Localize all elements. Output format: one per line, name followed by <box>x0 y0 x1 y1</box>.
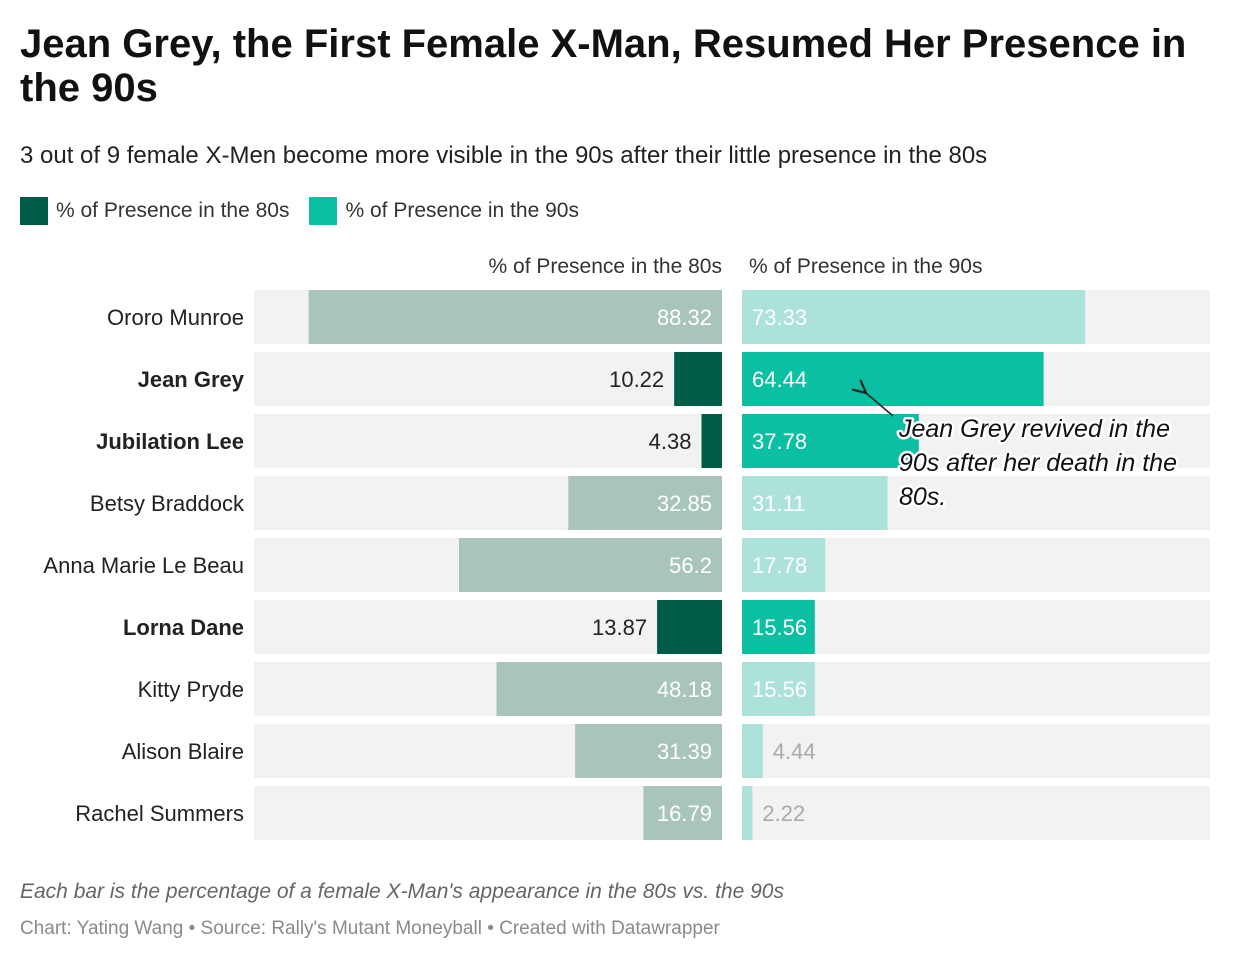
value-label-90s-lorna-dane: 15.56 <box>752 615 807 640</box>
bar-90s-jean-grey <box>742 352 1044 406</box>
value-label-80s-ororo-munroe: 88.32 <box>657 305 712 330</box>
value-label-80s-lorna-dane: 13.87 <box>592 615 647 640</box>
bar-80s-rachel-summers <box>643 786 722 840</box>
bar-80s-jean-grey <box>674 352 722 406</box>
row-label-rachel-summers: Rachel Summers <box>75 801 244 826</box>
value-label-90s-jean-grey: 64.44 <box>752 367 807 392</box>
value-label-80s-jubilation-lee: 4.38 <box>649 429 692 454</box>
value-label-90s-ororo-munroe: 73.33 <box>752 305 807 330</box>
bar-80s-lorna-dane <box>657 600 722 654</box>
value-label-80s-betsy-braddock: 32.85 <box>657 491 712 516</box>
annotation-arrow <box>866 393 894 417</box>
bar-80s-kitty-pryde <box>496 662 722 716</box>
bar-90s-lorna-dane <box>742 600 815 654</box>
value-label-80s-kitty-pryde: 48.18 <box>657 677 712 702</box>
row-label-alison-blaire: Alison Blaire <box>122 739 244 764</box>
track-90s-lorna-dane <box>742 600 1210 654</box>
bar-90s-rachel-summers <box>742 786 753 840</box>
value-label-80s-jean-grey: 10.22 <box>609 367 664 392</box>
chart-title: Jean Grey, the First Female X-Man, Resum… <box>20 22 1187 110</box>
value-label-80s-rachel-summers: 16.79 <box>657 801 712 826</box>
bar-80s-jubilation-lee <box>701 414 722 468</box>
legend-label-90s: % of Presence in the 90s <box>345 199 579 222</box>
value-label-90s-kitty-pryde: 15.56 <box>752 677 807 702</box>
value-label-80s-anna-marie-le-beau: 56.2 <box>669 553 712 578</box>
chart-notes: Each bar is the percentage of a female X… <box>20 880 784 903</box>
track-80s-jean-grey <box>254 352 722 406</box>
value-label-90s-rachel-summers: 2.22 <box>762 801 805 826</box>
value-label-90s-betsy-braddock: 31.11 <box>752 491 805 516</box>
legend-item-80s: % of Presence in the 80s <box>20 197 289 225</box>
legend-swatch-90s <box>309 197 338 225</box>
legend: % of Presence in the 80s % of Presence i… <box>20 196 599 226</box>
bar-80s-ororo-munroe <box>308 290 722 344</box>
row-label-jean-grey: Jean Grey <box>138 367 245 392</box>
bar-80s-alison-blaire <box>575 724 722 778</box>
bar-90s-ororo-munroe <box>742 290 1086 344</box>
column-header-80s: % of Presence in the 80s <box>489 255 722 278</box>
row-label-lorna-dane: Lorna Dane <box>123 615 244 640</box>
row-label-betsy-braddock: Betsy Braddock <box>90 491 245 516</box>
bar-90s-betsy-braddock <box>742 476 888 530</box>
row-label-ororo-munroe: Ororo Munroe <box>107 305 244 330</box>
row-label-kitty-pryde: Kitty Pryde <box>138 677 244 702</box>
chart-footer: Chart: Yating Wang • Source: Rally's Mut… <box>20 918 720 939</box>
bar-90s-anna-marie-le-beau <box>742 538 826 592</box>
split-bar-chart: % of Presence in the 80s % of Presence in… <box>43 255 1210 840</box>
bar-90s-alison-blaire <box>742 724 763 778</box>
value-label-80s-alison-blaire: 31.39 <box>657 739 712 764</box>
track-80s-jubilation-lee <box>254 414 722 468</box>
bar-80s-betsy-braddock <box>568 476 722 530</box>
track-90s-rachel-summers <box>742 786 1210 840</box>
bar-80s-anna-marie-le-beau <box>458 538 722 592</box>
bar-90s-jubilation-lee <box>742 414 919 468</box>
annotation-text-line-1: Jean Grey revived in the <box>898 415 1170 443</box>
value-label-90s-anna-marie-le-beau: 17.78 <box>752 553 807 578</box>
legend-swatch-80s <box>20 197 48 225</box>
row-label-anna-marie-le-beau: Anna Marie Le Beau <box>43 553 244 578</box>
annotation-text-line-2: 90s after her death in the <box>899 449 1177 477</box>
legend-label-80s: % of Presence in the 80s <box>56 199 290 222</box>
track-80s-lorna-dane <box>254 600 722 654</box>
chart-subtitle: 3 out of 9 female X-Men become more visi… <box>20 142 988 169</box>
row-label-jubilation-lee: Jubilation Lee <box>96 429 244 454</box>
annotation-text-line-3: 80s. <box>899 483 946 511</box>
bar-90s-kitty-pryde <box>742 662 815 716</box>
value-label-90s-alison-blaire: 4.44 <box>773 739 816 764</box>
legend-item-90s: % of Presence in the 90s <box>309 197 579 225</box>
value-label-90s-jubilation-lee: 37.78 <box>752 429 807 454</box>
column-header-90s: % of Presence in the 90s <box>749 255 982 278</box>
track-90s-kitty-pryde <box>742 662 1210 716</box>
track-90s-alison-blaire <box>742 724 1210 778</box>
